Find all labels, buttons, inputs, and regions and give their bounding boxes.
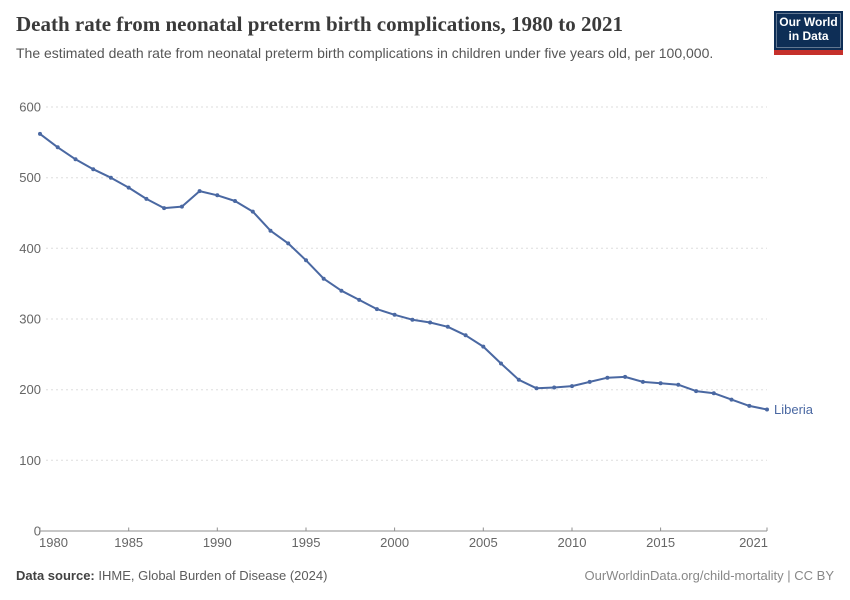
data-source-text: IHME, Global Burden of Disease (2024)	[94, 568, 328, 583]
data-point[interactable]	[729, 397, 734, 402]
data-point[interactable]	[162, 206, 167, 211]
data-point[interactable]	[91, 167, 96, 172]
chart-footer: Data source: IHME, Global Burden of Dise…	[16, 568, 834, 583]
data-point[interactable]	[179, 204, 184, 209]
data-point[interactable]	[304, 258, 308, 263]
x-axis-label: 2015	[646, 535, 675, 550]
data-point[interactable]	[215, 193, 220, 198]
chart-header: Death rate from neonatal preterm birth c…	[16, 12, 756, 63]
data-point[interactable]	[233, 199, 237, 203]
y-axis-label: 500	[19, 170, 41, 185]
data-point[interactable]	[587, 379, 592, 384]
data-point[interactable]	[73, 157, 78, 162]
y-axis-label: 400	[19, 241, 41, 256]
data-point[interactable]	[658, 381, 663, 386]
line-chart[interactable]: 0 100 200 300 400 500 600 1980 1985 1990 1995 2000 2…	[0, 0, 850, 560]
y-axis-label: 100	[19, 453, 41, 468]
data-point[interactable]	[144, 196, 149, 201]
data-point[interactable]	[374, 307, 379, 312]
data-point[interactable]	[570, 384, 574, 389]
data-point[interactable]	[765, 407, 769, 412]
y-axis-label: 300	[19, 312, 41, 327]
data-point[interactable]	[445, 324, 450, 329]
x-axis-label: 1990	[203, 535, 232, 550]
data-point[interactable]	[676, 382, 681, 387]
y-axis-label: 0	[34, 524, 41, 539]
data-point[interactable]	[694, 389, 699, 394]
data-point[interactable]	[357, 297, 362, 302]
data-point[interactable]	[410, 317, 415, 322]
data-source-label: Data source:	[16, 568, 95, 583]
data-point[interactable]	[268, 228, 273, 233]
x-axis-label: 1995	[292, 535, 321, 550]
data-point[interactable]	[534, 386, 539, 391]
data-point[interactable]	[392, 312, 397, 317]
data-point[interactable]	[605, 375, 610, 380]
data-point[interactable]	[108, 175, 113, 180]
data-line[interactable]	[39, 132, 768, 411]
data-point[interactable]	[250, 209, 255, 214]
data-point[interactable]	[38, 131, 42, 136]
data-point[interactable]	[463, 333, 468, 338]
chart-title: Death rate from neonatal preterm birth c…	[16, 12, 623, 36]
x-axis-label: 2021	[739, 535, 768, 550]
data-point[interactable]	[126, 185, 131, 190]
logo-text-line1: Our World	[779, 15, 838, 29]
chart-subtitle: The estimated death rate from neonatal p…	[16, 45, 714, 62]
data-source: Data source: IHME, Global Burden of Dise…	[16, 568, 327, 583]
data-point[interactable]	[747, 403, 752, 408]
data-point[interactable]	[623, 374, 628, 379]
data-point[interactable]	[516, 377, 521, 382]
x-axis-label: 1980	[39, 535, 68, 550]
data-point[interactable]	[499, 361, 503, 366]
owid-logo-frame: Our World in Data	[776, 13, 841, 48]
data-point[interactable]	[640, 379, 645, 384]
y-axis-label: 600	[19, 100, 41, 115]
data-point[interactable]	[55, 145, 60, 150]
data-point[interactable]	[711, 391, 716, 396]
x-axis-label: 1985	[114, 535, 143, 550]
owid-logo[interactable]: Our World in Data	[774, 11, 843, 55]
x-axis-label: 2005	[469, 535, 498, 550]
data-point[interactable]	[321, 276, 326, 281]
entity-label: Liberia	[774, 402, 814, 417]
x-axis-label: 2000	[380, 535, 409, 550]
data-point[interactable]	[197, 189, 202, 194]
data-point[interactable]	[481, 344, 486, 349]
logo-text-line2: in Data	[788, 28, 829, 43]
y-axis-label: 200	[19, 382, 41, 397]
data-point[interactable]	[428, 320, 433, 325]
x-axis-label: 2010	[558, 535, 587, 550]
data-point[interactable]	[552, 385, 557, 390]
data-point[interactable]	[286, 241, 291, 246]
data-point[interactable]	[339, 288, 344, 293]
footer-link[interactable]: OurWorldinData.org/child-mortality | CC …	[584, 568, 835, 583]
